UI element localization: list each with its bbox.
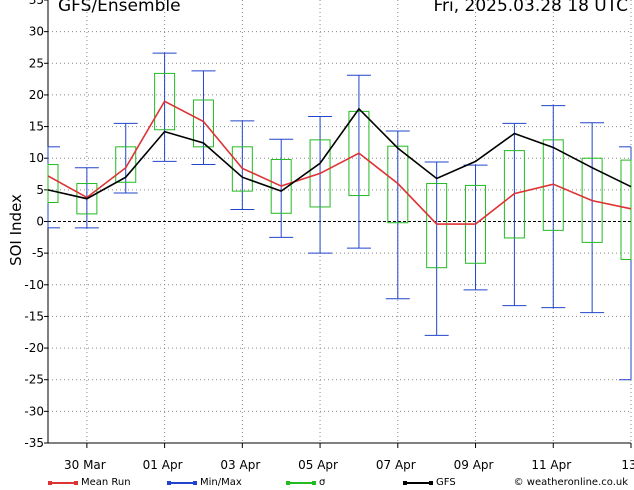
run-datetime: Fri, 2025.03.28 18 UTC (433, 0, 628, 16)
legend-gfs-label: GFS (436, 477, 456, 488)
legend-minmax-swatch (167, 480, 197, 485)
sigma-box (270, 158, 292, 214)
sigma-box (76, 183, 98, 215)
legend-mean-run: Mean Run (48, 477, 131, 488)
legend-sigma-label: σ (319, 477, 326, 488)
y-tick-label: 10 (29, 151, 44, 165)
legend-gfs-swatch (403, 480, 433, 485)
y-tick-label: 0 (36, 215, 44, 229)
legend-sigma: σ (286, 477, 325, 488)
y-tick-label: 30 (29, 25, 44, 39)
credit: © weatheronline.co.uk (513, 477, 628, 488)
legend-min-max: Min/Max (167, 477, 242, 488)
sigma-box (47, 164, 59, 204)
mean-run-line (47, 100, 632, 225)
y-axis-label: SOI Index (7, 194, 25, 266)
sigma-box (387, 145, 409, 224)
marks-layer (47, 52, 632, 381)
y-tick-label: -15 (24, 309, 44, 323)
x-tick-label: 05 Apr (298, 458, 338, 472)
gfs-line (47, 107, 632, 200)
sigma-box (309, 139, 331, 208)
sigma-box (348, 110, 370, 197)
y-tick-label: -5 (32, 246, 44, 260)
x-tick-label: 30 Mar (64, 458, 106, 472)
axes-layer: -35 -30 -25 -20 -15 -10 -5 0 5 10 15 20 25 30 35 30 Mar… (24, 0, 634, 472)
legend-mean-label: Mean Run (81, 477, 131, 488)
y-tick-label: 35 (29, 0, 44, 7)
legend-minmax-label: Min/Max (200, 477, 242, 488)
sigma-box (154, 72, 176, 131)
y-tick-label: -30 (24, 404, 44, 418)
y-tick-label: 25 (29, 56, 44, 70)
legend-gfs: GFS (403, 477, 456, 488)
x-tick-label: 01 Apr (143, 458, 183, 472)
x-tick-label: 03 Apr (220, 458, 260, 472)
grid-layer (48, 0, 632, 443)
sigma-box (192, 99, 214, 148)
y-tick-label: 5 (36, 183, 44, 197)
y-tick-label: -10 (24, 278, 44, 292)
y-tick-label: -35 (24, 436, 44, 450)
sigma-box (426, 183, 448, 269)
y-tick-label: 15 (29, 120, 44, 134)
sigma-box (542, 139, 564, 231)
x-tick-label: 13 (621, 458, 634, 472)
sigma-box (620, 159, 632, 260)
x-tick-label: 11 Apr (531, 458, 571, 472)
chart: -35 -30 -25 -20 -15 -10 -5 0 5 10 15 20 25 30 35 30 Mar… (7, 0, 634, 472)
sigma-box (581, 157, 603, 243)
legend-mean-swatch (48, 480, 78, 485)
y-tick-label: -20 (24, 341, 44, 355)
x-tick-label: 07 Apr (376, 458, 416, 472)
legend-sigma-swatch (286, 480, 316, 485)
sigma-box (503, 150, 525, 239)
chart-title: GFS/Ensemble (58, 0, 181, 16)
y-tick-label: 20 (29, 88, 44, 102)
x-tick-label: 09 Apr (454, 458, 494, 472)
y-tick-label: -25 (24, 373, 44, 387)
legend: Mean Run Min/Max σ GFS © weatheronline.c… (0, 476, 634, 490)
